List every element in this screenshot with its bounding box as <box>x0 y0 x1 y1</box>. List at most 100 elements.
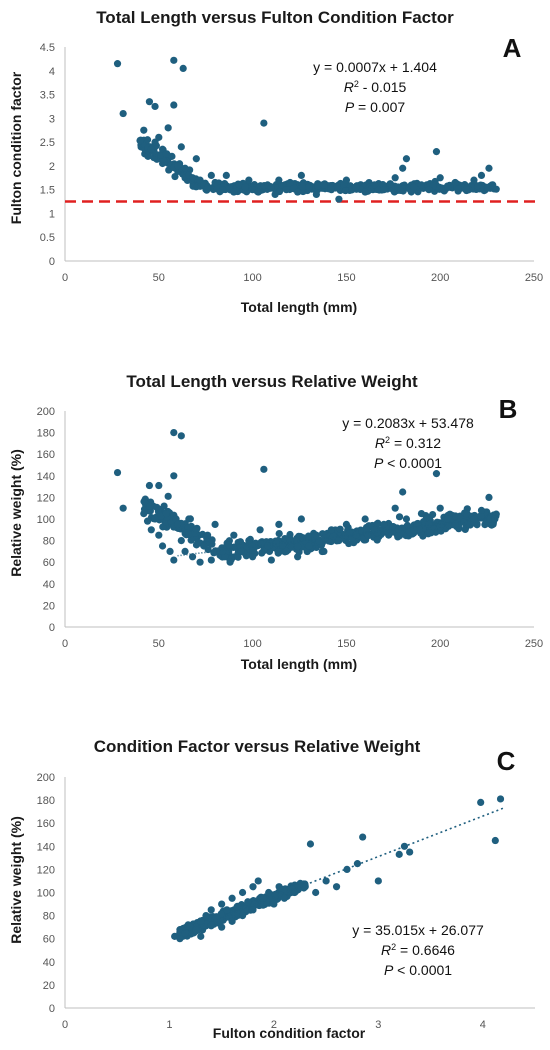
y-tick-label: 120 <box>37 864 55 876</box>
data-point <box>147 145 155 153</box>
data-point <box>147 526 155 534</box>
y-tick-label: 200 <box>37 772 55 784</box>
data-point <box>286 537 294 545</box>
data-point <box>173 162 182 170</box>
data-point <box>176 935 184 943</box>
data-point <box>417 510 426 518</box>
data-point <box>155 531 163 539</box>
data-point <box>113 468 122 477</box>
data-point <box>294 188 302 196</box>
data-point <box>177 143 185 151</box>
data-point <box>432 470 441 478</box>
data-point <box>282 547 290 555</box>
chart-panel-c: Condition Factor versus Relative Weight … <box>0 700 550 1050</box>
y-tick-label: 60 <box>43 557 55 569</box>
data-point <box>327 186 335 194</box>
data-point <box>402 155 411 163</box>
y-tick-label: 120 <box>37 492 55 504</box>
data-point <box>181 547 189 555</box>
axes: 0 0.5 1 1.5 2 2.5 3 3.5 4 4.5 0 50 100 150 200 250 <box>40 42 543 284</box>
x-axis-label: Total length (mm) <box>241 656 357 672</box>
data-point <box>299 183 307 191</box>
r-squared-label: R2 - 0.015 <box>344 79 407 95</box>
y-tick-label: 1 <box>49 208 55 220</box>
data-point <box>245 176 253 184</box>
data-point <box>361 515 369 523</box>
data-point <box>370 181 379 189</box>
y-tick-label: 2 <box>49 161 55 173</box>
data-point <box>462 186 471 194</box>
data-point <box>162 510 170 518</box>
x-tick-label: 0 <box>62 638 68 650</box>
y-tick-label: 0 <box>49 256 55 268</box>
x-tick-label: 4 <box>480 1019 486 1031</box>
x-tick-label: 1 <box>166 1019 172 1031</box>
data-point <box>119 504 127 512</box>
data-point <box>275 529 283 538</box>
y-tick-label: 100 <box>37 888 55 900</box>
data-point <box>218 900 226 908</box>
data-point <box>470 515 478 523</box>
data-point <box>395 850 403 858</box>
x-tick-label: 150 <box>337 638 355 650</box>
y-tick-label: 0 <box>49 622 55 634</box>
data-point <box>146 502 154 511</box>
data-point <box>162 150 170 158</box>
p-value-label: P = 0.007 <box>345 99 406 115</box>
data-point <box>343 865 351 873</box>
data-point <box>345 529 354 537</box>
data-point <box>270 900 278 908</box>
data-point <box>170 429 178 437</box>
y-tick-label: 3.5 <box>40 90 55 102</box>
x-axis-label: Fulton condition factor <box>213 1025 366 1041</box>
data-point <box>185 530 193 539</box>
data-point <box>166 547 174 555</box>
data-point <box>197 917 205 925</box>
data-point <box>113 60 122 68</box>
data-point <box>275 883 283 891</box>
data-point <box>119 109 127 118</box>
data-point <box>425 520 433 528</box>
data-point <box>267 183 275 191</box>
data-point <box>145 98 154 106</box>
data-point <box>264 542 272 550</box>
data-point <box>179 64 187 72</box>
data-point <box>203 183 212 191</box>
data-point <box>143 136 152 144</box>
x-tick-label: 100 <box>243 272 261 284</box>
data-point <box>136 136 144 145</box>
data-point <box>241 183 249 191</box>
data-point <box>312 888 320 897</box>
data-point <box>207 556 215 564</box>
data-point <box>164 124 172 132</box>
data-point <box>322 877 330 885</box>
data-point <box>353 860 362 868</box>
data-point <box>282 186 290 194</box>
x-tick-label: 50 <box>153 272 165 284</box>
data-point <box>477 512 485 520</box>
data-point <box>491 836 499 845</box>
y-axis-label: Relative weight (%) <box>8 816 24 944</box>
data-point <box>373 536 381 544</box>
data-point <box>192 526 200 534</box>
data-point <box>225 541 233 549</box>
data-point <box>485 493 493 501</box>
data-point <box>226 558 234 566</box>
x-tick-label: 2 <box>271 1019 277 1031</box>
data-point <box>477 798 485 807</box>
data-point <box>230 188 238 196</box>
y-tick-label: 40 <box>43 579 55 591</box>
data-point <box>143 517 152 525</box>
data-point <box>352 531 360 539</box>
data-point <box>335 195 343 203</box>
data-point <box>233 902 241 910</box>
data-point <box>297 171 305 179</box>
data-point <box>181 164 189 172</box>
data-point <box>221 553 229 561</box>
data-point <box>177 537 185 545</box>
data-point <box>399 488 407 496</box>
data-point <box>462 510 471 518</box>
data-point <box>173 520 182 528</box>
data-point <box>305 542 313 550</box>
data-point <box>140 510 148 518</box>
